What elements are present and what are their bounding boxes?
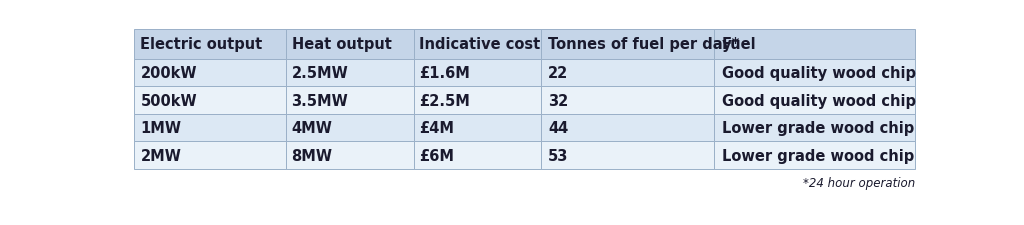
Bar bbox=[542, 142, 714, 169]
Text: Lower grade wood chip: Lower grade wood chip bbox=[722, 148, 914, 163]
Text: 2.5MW: 2.5MW bbox=[292, 66, 348, 81]
Bar bbox=[414, 142, 542, 169]
Text: 8MW: 8MW bbox=[292, 148, 333, 163]
Bar bbox=[414, 60, 542, 87]
Bar bbox=[542, 87, 714, 114]
Bar bbox=[134, 142, 287, 169]
Text: Heat output: Heat output bbox=[292, 37, 391, 52]
Text: Electric output: Electric output bbox=[140, 37, 263, 52]
Bar bbox=[134, 114, 287, 142]
Text: *24 hour operation: *24 hour operation bbox=[803, 176, 915, 189]
Text: 500kW: 500kW bbox=[140, 93, 197, 108]
Bar bbox=[134, 87, 287, 114]
Bar bbox=[714, 30, 915, 60]
Bar bbox=[542, 114, 714, 142]
Bar bbox=[414, 114, 542, 142]
Bar bbox=[714, 87, 915, 114]
Bar bbox=[134, 60, 287, 87]
Bar bbox=[287, 142, 414, 169]
Bar bbox=[134, 30, 287, 60]
Text: 22: 22 bbox=[548, 66, 568, 81]
Text: Lower grade wood chip: Lower grade wood chip bbox=[722, 121, 914, 135]
Text: Good quality wood chip: Good quality wood chip bbox=[722, 93, 915, 108]
Text: 200kW: 200kW bbox=[140, 66, 197, 81]
Text: Good quality wood chip: Good quality wood chip bbox=[722, 66, 915, 81]
Bar bbox=[542, 30, 714, 60]
Bar bbox=[287, 114, 414, 142]
Text: 44: 44 bbox=[548, 121, 568, 135]
Bar bbox=[714, 60, 915, 87]
Bar bbox=[414, 30, 542, 60]
Text: 3.5MW: 3.5MW bbox=[292, 93, 348, 108]
Text: £4M: £4M bbox=[419, 121, 454, 135]
Text: 2MW: 2MW bbox=[140, 148, 181, 163]
Bar bbox=[287, 30, 414, 60]
Bar bbox=[287, 87, 414, 114]
Bar bbox=[714, 142, 915, 169]
Text: 32: 32 bbox=[548, 93, 568, 108]
Bar bbox=[542, 60, 714, 87]
Text: Indicative cost: Indicative cost bbox=[419, 37, 541, 52]
Text: £2.5M: £2.5M bbox=[419, 93, 470, 108]
Text: 4MW: 4MW bbox=[292, 121, 333, 135]
Text: Fuel: Fuel bbox=[722, 37, 757, 52]
Text: 53: 53 bbox=[548, 148, 568, 163]
Bar bbox=[714, 114, 915, 142]
Bar bbox=[287, 60, 414, 87]
Bar bbox=[414, 87, 542, 114]
Text: £1.6M: £1.6M bbox=[419, 66, 470, 81]
Text: £6M: £6M bbox=[419, 148, 454, 163]
Text: Tonnes of fuel per day*: Tonnes of fuel per day* bbox=[548, 37, 739, 52]
Text: 1MW: 1MW bbox=[140, 121, 181, 135]
